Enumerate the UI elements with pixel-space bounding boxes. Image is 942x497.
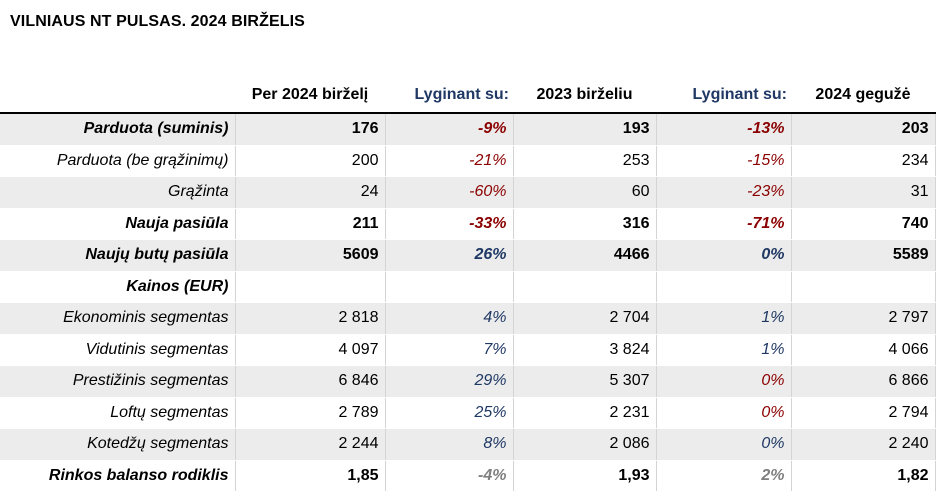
- header-compare-1: Lyginant su:: [385, 78, 513, 114]
- table-row: Parduota (suminis) 176 -9% 193 -13% 203: [0, 113, 936, 146]
- value-current: 2 789: [235, 397, 386, 429]
- change-vs-period-2: 1%: [656, 302, 792, 335]
- table-row: Grąžinta 24 -60% 60 -23% 31: [0, 176, 936, 209]
- row-label: Parduota (be grąžinimų): [0, 145, 236, 177]
- value-current: 5609: [235, 239, 386, 272]
- table-header-row: Per 2024 birželį Lyginant su: 2023 birže…: [0, 78, 935, 114]
- change-vs-period-1: 4%: [385, 302, 514, 335]
- value-period-2: 2 240: [791, 428, 936, 461]
- value-period-2: 740: [791, 208, 936, 240]
- header-label: [0, 78, 235, 114]
- table-row: Prestižinis segmentas 6 846 29% 5 307 0% 6 86…: [0, 365, 936, 398]
- value-period-1: 4466: [513, 239, 657, 272]
- value-period-1: 253: [513, 145, 657, 177]
- value-period-2: 2 794: [791, 397, 936, 429]
- value-period-1: 5 307: [513, 365, 657, 398]
- change-vs-period-2: 1%: [656, 334, 792, 366]
- value-period-2: 2 797: [791, 302, 936, 335]
- value-period-2: 6 866: [791, 365, 936, 398]
- table-row: Loftų segmentas 2 789 25% 2 231 0% 2 794: [0, 397, 936, 429]
- value-period-1: 2 086: [513, 428, 657, 461]
- value-period-2: 4 066: [791, 334, 936, 366]
- header-current-period: Per 2024 birželį: [235, 78, 385, 114]
- change-vs-period-2: -71%: [656, 208, 792, 240]
- row-label: Rinkos balanso rodiklis: [0, 460, 236, 492]
- row-label: Parduota (suminis): [0, 113, 236, 146]
- change-vs-period-1: -33%: [385, 208, 514, 240]
- change-vs-period-2: 2%: [656, 460, 792, 492]
- page-title: VILNIAUS NT PULSAS. 2024 BIRŽELIS: [10, 13, 305, 30]
- row-label: Kainos (EUR): [0, 271, 236, 303]
- value-period-2: 5589: [791, 239, 936, 272]
- row-label: Naujų butų pasiūla: [0, 239, 236, 272]
- value-current: 200: [235, 145, 386, 177]
- value-current: 6 846: [235, 365, 386, 398]
- value-current: 1,85: [235, 460, 386, 492]
- change-vs-period-2: [656, 271, 792, 303]
- change-vs-period-1: -9%: [385, 113, 514, 146]
- change-vs-period-1: -60%: [385, 176, 514, 209]
- change-vs-period-1: [385, 271, 514, 303]
- table-row: Nauja pasiūla 211 -33% 316 -71% 740: [0, 208, 936, 240]
- row-label: Prestižinis segmentas: [0, 365, 236, 398]
- value-period-1: 3 824: [513, 334, 657, 366]
- table-row: Rinkos balanso rodiklis 1,85 -4% 1,93 2% 1,82: [0, 460, 936, 492]
- value-current: 4 097: [235, 334, 386, 366]
- value-period-2: 203: [791, 113, 936, 146]
- change-vs-period-2: 0%: [656, 239, 792, 272]
- value-current: 24: [235, 176, 386, 209]
- change-vs-period-2: -15%: [656, 145, 792, 177]
- table-row: Vidutinis segmentas 4 097 7% 3 824 1% 4 066: [0, 334, 936, 366]
- header-compare-2: Lyginant su:: [656, 78, 791, 114]
- value-period-1: 1,93: [513, 460, 657, 492]
- row-label: Grąžinta: [0, 176, 236, 209]
- table-row: Ekonominis segmentas 2 818 4% 2 704 1% 2 797: [0, 302, 936, 335]
- value-period-1: [513, 271, 657, 303]
- value-period-1: 316: [513, 208, 657, 240]
- value-current: 2 818: [235, 302, 386, 335]
- value-period-1: 193: [513, 113, 657, 146]
- change-vs-period-1: -4%: [385, 460, 514, 492]
- change-vs-period-2: 0%: [656, 428, 792, 461]
- change-vs-period-1: 26%: [385, 239, 514, 272]
- row-label: Loftų segmentas: [0, 397, 236, 429]
- market-pulse-table: Per 2024 birželį Lyginant su: 2023 birže…: [0, 78, 936, 492]
- table-row: Kotedžų segmentas 2 244 8% 2 086 0% 2 240: [0, 428, 936, 461]
- value-period-1: 2 231: [513, 397, 657, 429]
- change-vs-period-1: -21%: [385, 145, 514, 177]
- row-label: Ekonominis segmentas: [0, 302, 236, 335]
- value-current: 211: [235, 208, 386, 240]
- value-period-1: 60: [513, 176, 657, 209]
- change-vs-period-2: 0%: [656, 365, 792, 398]
- table-row: Parduota (be grąžinimų) 200 -21% 253 -15% 234: [0, 145, 936, 177]
- value-period-1: 2 704: [513, 302, 657, 335]
- change-vs-period-1: 29%: [385, 365, 514, 398]
- value-period-2: 1,82: [791, 460, 936, 492]
- value-period-2: 234: [791, 145, 936, 177]
- change-vs-period-1: 8%: [385, 428, 514, 461]
- table-row: Naujų butų pasiūla 5609 26% 4466 0% 5589: [0, 239, 936, 272]
- value-current: [235, 271, 386, 303]
- change-vs-period-2: 0%: [656, 397, 792, 429]
- value-current: 176: [235, 113, 386, 146]
- change-vs-period-1: 7%: [385, 334, 514, 366]
- row-label: Nauja pasiūla: [0, 208, 236, 240]
- change-vs-period-1: 25%: [385, 397, 514, 429]
- change-vs-period-2: -23%: [656, 176, 792, 209]
- change-vs-period-2: -13%: [656, 113, 792, 146]
- table-row: Kainos (EUR): [0, 271, 936, 303]
- row-label: Kotedžų segmentas: [0, 428, 236, 461]
- header-period-1: 2023 birželiu: [513, 78, 656, 114]
- row-label: Vidutinis segmentas: [0, 334, 236, 366]
- header-period-2: 2024 gegužė: [791, 78, 935, 114]
- value-period-2: [791, 271, 936, 303]
- value-period-2: 31: [791, 176, 936, 209]
- value-current: 2 244: [235, 428, 386, 461]
